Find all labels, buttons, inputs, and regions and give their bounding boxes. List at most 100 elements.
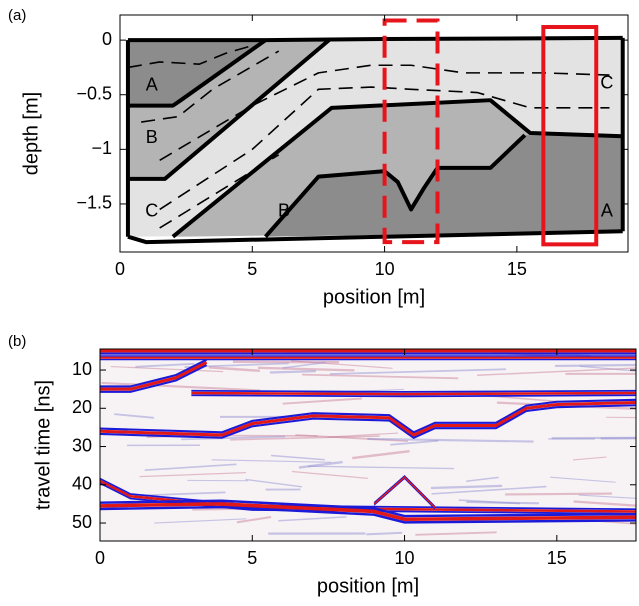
- region-label: A: [601, 200, 613, 220]
- reflection: [191, 389, 636, 393]
- dashed-horizon: [127, 44, 253, 69]
- x-tick-label: 15: [547, 548, 567, 568]
- panel-label: (b): [8, 333, 26, 350]
- noise-reflection: [367, 437, 534, 443]
- noise-reflection: [211, 459, 332, 463]
- reflection: [373, 477, 436, 510]
- region-label: B: [278, 200, 290, 220]
- y-tick-label: 30: [72, 435, 92, 455]
- reflection: [100, 477, 636, 511]
- noise-reflection: [302, 373, 459, 380]
- y-tick-label: −0.5: [76, 83, 112, 103]
- noise-reflection: [579, 365, 636, 372]
- x-tick-label: 10: [375, 259, 395, 279]
- y-tick-label: −1.5: [76, 193, 112, 213]
- noise-reflection: [550, 476, 616, 483]
- noise-reflection: [352, 449, 410, 460]
- reflection: [100, 401, 636, 437]
- boundary: [127, 38, 331, 181]
- boundary: [127, 229, 623, 245]
- noise-reflection: [114, 413, 155, 419]
- reflection: [100, 358, 208, 388]
- noise-reflection: [415, 531, 497, 536]
- noise-reflection: [282, 361, 326, 369]
- boundary: [127, 38, 267, 108]
- noise-reflection: [578, 494, 636, 499]
- y-tick-label: 50: [72, 512, 92, 532]
- noise-reflection: [555, 363, 636, 368]
- region-label: C: [600, 73, 613, 93]
- noise-reflection: [291, 360, 393, 369]
- region-label: A: [146, 75, 158, 95]
- noise-reflection: [270, 454, 325, 461]
- reflection: [373, 475, 436, 507]
- noise-reflection: [458, 499, 520, 505]
- noise-reflection: [269, 370, 316, 374]
- noise-reflection: [600, 437, 636, 440]
- boundary: [264, 133, 527, 239]
- y-tick-label: 40: [72, 474, 92, 494]
- noise-reflection: [430, 484, 503, 490]
- y-tick-label: 0: [102, 29, 112, 49]
- x-axis-label: position [m]: [317, 575, 419, 597]
- noise-reflection: [606, 416, 636, 419]
- noise-reflection: [295, 434, 408, 442]
- noise-reflection: [505, 492, 613, 496]
- layer-a: [127, 40, 266, 106]
- y-tick-label: −1: [91, 138, 112, 158]
- reflection: [100, 404, 636, 439]
- y-tick-label: 10: [72, 359, 92, 379]
- noise-reflection: [329, 368, 506, 375]
- noise-reflection: [110, 365, 224, 373]
- reflection: [373, 476, 436, 509]
- highlight-box: [382, 18, 440, 245]
- noise-reflection: [431, 485, 547, 495]
- reflection: [100, 398, 636, 434]
- noise-reflection: [236, 516, 272, 524]
- reflection: [100, 502, 636, 521]
- noise-reflection: [390, 439, 439, 446]
- reflection: [100, 361, 208, 391]
- y-axis-label: travel time [ns]: [32, 380, 54, 510]
- noise-reflection: [572, 456, 607, 461]
- noise-reflection: [144, 463, 237, 472]
- boundary: [171, 98, 623, 239]
- x-tick-label: 5: [247, 259, 257, 279]
- reflection: [191, 391, 636, 396]
- noise-reflection: [278, 516, 347, 522]
- y-axis-label: depth [m]: [20, 92, 42, 175]
- noise-reflection: [154, 518, 247, 524]
- noise-reflection: [245, 478, 302, 488]
- noise-reflection: [573, 500, 636, 507]
- plot-area: [125, 18, 625, 247]
- noise-reflection: [230, 435, 380, 441]
- reflection: [100, 499, 636, 518]
- noise-reflection: [135, 362, 195, 368]
- x-tick-label: 5: [247, 548, 257, 568]
- region-label: B: [146, 127, 158, 147]
- plot-area: [100, 349, 636, 541]
- x-tick-label: 0: [95, 548, 105, 568]
- layer-b: [127, 40, 330, 179]
- noise-reflection: [208, 366, 260, 373]
- noise-reflection: [258, 366, 355, 372]
- axes-box: [119, 14, 629, 253]
- reflection: [100, 364, 208, 393]
- x-tick-label: 15: [507, 259, 527, 279]
- highlight-box: [541, 25, 599, 247]
- layer-a: [265, 135, 623, 237]
- noise-reflection: [298, 460, 343, 469]
- noise-reflection: [307, 465, 455, 470]
- noise-reflection: [366, 531, 403, 536]
- axes-box: [99, 348, 637, 542]
- panel-label: (a): [8, 7, 26, 24]
- dashed-horizon: [159, 86, 610, 211]
- noise-reflection: [466, 476, 499, 482]
- dashed-horizon: [141, 50, 280, 123]
- noise-reflection: [101, 381, 261, 392]
- x-tick-label: 0: [115, 259, 125, 279]
- boundary: [127, 35, 623, 43]
- dashed-horizon: [159, 64, 610, 161]
- noise-reflection: [291, 470, 368, 479]
